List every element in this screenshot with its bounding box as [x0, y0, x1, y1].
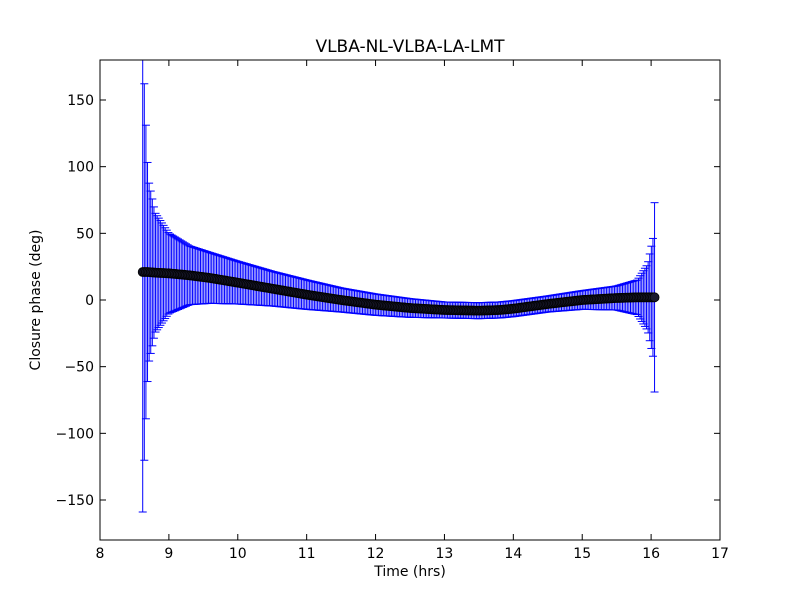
y-axis-label: Closure phase (deg): [28, 230, 44, 371]
x-axis-label: Time (hrs): [373, 564, 446, 580]
y-tick-label: −150: [56, 493, 94, 509]
tick-layer: 8 9 10 11 12 13 14 15 16 17 −150 −100 −50 0 50 100 150: [56, 60, 729, 562]
x-tick-label: 12: [367, 546, 385, 562]
x-tick-label: 17: [711, 546, 729, 562]
x-tick-label: 14: [504, 546, 522, 562]
data-point: [649, 292, 660, 303]
y-tick-label: 150: [67, 93, 94, 109]
x-tick-label: 16: [642, 546, 660, 562]
y-tick-label: 100: [67, 160, 94, 176]
x-tick-label: 8: [96, 546, 105, 562]
plot-frame: [99, 59, 721, 541]
y-tick-label: −100: [56, 426, 94, 442]
x-tick-label: 10: [229, 546, 247, 562]
x-tick-label: 11: [298, 546, 316, 562]
y-tick-label: −50: [64, 360, 94, 376]
data-layer: [137, 59, 660, 513]
data-markers: [137, 267, 660, 316]
chart-title: VLBA-NL-VLBA-LA-LMT: [315, 37, 505, 57]
x-tick-label: 15: [573, 546, 591, 562]
x-tick-label: 13: [436, 546, 454, 562]
y-tick-label: 0: [85, 293, 94, 309]
y-tick-label: 50: [76, 226, 94, 242]
x-tick-label: 9: [164, 546, 173, 562]
